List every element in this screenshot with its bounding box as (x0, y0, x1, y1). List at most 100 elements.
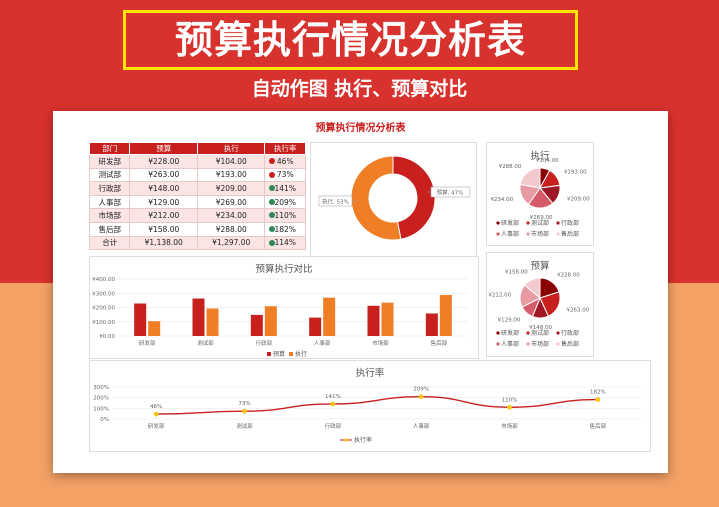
budget-cell: ¥212.00 (129, 208, 198, 223)
pie-data-label: ¥129.00 (498, 317, 521, 323)
pie-data-label: ¥212.00 (488, 293, 511, 299)
actual-pie-chart: ¥104.00 ¥193.00 ¥209.00 ¥269.00 ¥234.00 ¥288.… (490, 158, 590, 238)
legend-label: 研发部 (501, 219, 519, 227)
rate-data-label: 182% (590, 390, 606, 396)
line-panel: 执行率 0% 100% 200% 300% 46% 研发部 73% 测试部 141% 行政部 209… (89, 360, 651, 452)
legend-label: 测试部 (531, 219, 549, 227)
dept-cell: 市场部 (88, 208, 131, 223)
actual-cell: ¥1,297.00 (196, 235, 266, 251)
hero-subtitle: 自动作图 执行、预算对比 (251, 78, 468, 100)
rate-data-label: 73% (238, 401, 250, 407)
pie-data-label: ¥228.00 (557, 273, 580, 279)
line-chart: 0% 100% 200% 300% 46% 研发部 73% 测试部 141% 行政部 209% 人事部… (93, 385, 642, 444)
y-tick-label: ¥200.00 (92, 306, 115, 312)
legend-marker (496, 232, 500, 236)
rate-value: 114% (274, 238, 296, 248)
rate-value: 182% (274, 224, 296, 234)
rate-data-label: 110% (502, 397, 518, 403)
rate-value: 141% (274, 183, 296, 193)
table-row: 行政部 ¥148.00 ¥209.00 141% (88, 181, 306, 196)
donut-slice (392, 155, 436, 240)
table-row: 研发部 ¥228.00 ¥104.00 46% (88, 154, 306, 169)
legend-label: 售后部 (561, 340, 579, 348)
legend-label: 执行率 (354, 436, 372, 444)
up-status-icon (269, 239, 276, 246)
legend-label: 售后部 (561, 230, 579, 238)
rate-point (153, 411, 159, 417)
up-status-icon (269, 212, 276, 219)
actual-cell: ¥234.00 (196, 208, 266, 223)
header-actual: 执行 (196, 142, 266, 155)
donut-label: 执行, 53% (322, 198, 349, 206)
rate-point (595, 397, 601, 402)
legend-marker (496, 342, 500, 346)
x-tick-label: 测试部 (236, 422, 253, 430)
budget-cell: ¥148.00 (129, 181, 198, 196)
bar-chart-title: 预算执行对比 (255, 264, 313, 275)
y-tick-label: 300% (93, 385, 109, 391)
dept-cell: 售后部 (88, 221, 131, 237)
rate-cell: 46% (264, 154, 306, 169)
actual-bar (148, 321, 161, 336)
rate-data-label: 209% (413, 387, 429, 393)
table-row: 测试部 ¥263.00 ¥193.00 73% (88, 167, 306, 183)
budget-cell: ¥263.00 (129, 167, 198, 183)
sheet-title: 预算执行情况分析表 (315, 123, 406, 134)
legend-marker (526, 232, 530, 236)
budget-bar (309, 317, 322, 336)
budget-table: 部门 预算 执行 执行率 研发部 ¥228.00 ¥104.00 46% 测试部 ¥263… (88, 142, 306, 251)
y-tick-label: ¥300.00 (92, 291, 115, 297)
pie-slice (523, 277, 541, 300)
budget-cell: ¥158.00 (129, 221, 198, 237)
legend-label: 市场部 (531, 230, 549, 238)
x-tick-label: 测试部 (197, 339, 214, 347)
legend-marker (556, 221, 560, 225)
actual-bar (206, 308, 219, 336)
x-tick-label: 市场部 (372, 339, 389, 347)
rate-cell: 209% (264, 194, 306, 210)
rate-cell: 182% (264, 221, 306, 237)
actual-cell: ¥288.00 (196, 221, 266, 237)
dept-cell: 人事部 (88, 194, 131, 210)
y-tick-label: ¥0.00 (99, 334, 115, 340)
budget-cell: ¥228.00 (129, 154, 198, 169)
y-tick-label: ¥100.00 (92, 320, 115, 326)
legend-marker (496, 331, 500, 335)
pie-data-label: ¥288.00 (499, 164, 522, 170)
table-row: 人事部 ¥129.00 ¥269.00 209% (88, 194, 306, 210)
line-chart-title: 执行率 (355, 368, 385, 379)
down-status-icon (269, 171, 276, 178)
x-tick-label: 市场部 (501, 422, 518, 430)
budget-cell: ¥129.00 (129, 194, 198, 210)
rate-line (156, 396, 598, 415)
legend-label: 预算 (273, 350, 285, 358)
pie-data-label: ¥263.00 (567, 308, 590, 314)
rate-value: 110% (274, 211, 296, 221)
x-tick-label: 研发部 (139, 339, 156, 347)
actual-bar (264, 306, 277, 336)
actual-pie-panel: 执行 ¥104.00 ¥193.00 ¥209.00 ¥269.00 ¥234.00 ¥2… (486, 142, 594, 246)
y-tick-label: 0% (100, 417, 109, 423)
y-tick-label: ¥400.00 (92, 277, 115, 283)
legend-marker (526, 342, 530, 346)
up-status-icon (269, 225, 276, 232)
pie-data-label: ¥234.00 (490, 197, 513, 203)
budget-pie-title: 预算 (530, 261, 550, 272)
x-tick-label: 行政部 (325, 422, 342, 430)
rate-value: 209% (274, 197, 296, 207)
rate-value: 73% (276, 170, 294, 180)
rate-value: 46% (276, 156, 294, 166)
pie-data-label: ¥148.00 (529, 325, 552, 331)
actual-pie-title: 执行 (530, 151, 550, 162)
legend-marker (556, 232, 560, 236)
legend-label: 行政部 (561, 219, 579, 227)
x-tick-label: 人事部 (314, 339, 331, 347)
legend-label: 人事部 (501, 340, 519, 348)
header-rate: 执行率 (264, 142, 306, 155)
bar-panel: 预算执行对比 ¥0.00 ¥100.00 ¥200.00 ¥300.00 ¥400.00… (89, 256, 479, 359)
legend-label: 市场部 (531, 340, 549, 348)
legend-label: 人事部 (501, 230, 519, 238)
legend-label: 执行 (295, 350, 307, 358)
actual-bar (439, 294, 452, 336)
actual-cell: ¥104.00 (196, 154, 266, 169)
